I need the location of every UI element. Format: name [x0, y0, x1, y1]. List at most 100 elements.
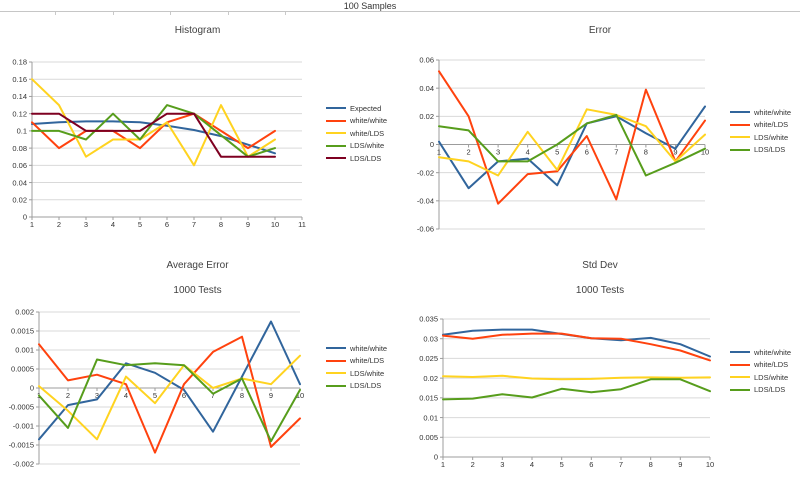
- series-line: [442, 332, 711, 362]
- svg-text:5: 5: [560, 460, 564, 469]
- svg-text:1: 1: [30, 220, 34, 229]
- legend-line-swatch: [730, 111, 750, 114]
- svg-text:4: 4: [111, 220, 115, 229]
- svg-text:0.035: 0.035: [419, 315, 438, 324]
- legend-label: LDS/white: [350, 141, 385, 151]
- svg-text:0.001: 0.001: [15, 346, 34, 355]
- chart-title: Average Error: [166, 260, 229, 271]
- svg-text:8: 8: [644, 148, 648, 157]
- svg-text:0.03: 0.03: [423, 334, 438, 343]
- svg-text:5: 5: [138, 220, 142, 229]
- legend-label: LDS/white: [350, 368, 385, 378]
- chart-title: Std Dev: [582, 260, 618, 271]
- svg-text:-0.02: -0.02: [417, 168, 434, 177]
- chart-error[interactable]: Error 0.06 0.04 0.02 0 -0.02 -0.04 -0.06 1 2 3 4 5 6…: [400, 20, 800, 240]
- svg-text:0.02: 0.02: [12, 195, 27, 204]
- svg-text:8: 8: [240, 391, 244, 400]
- svg-text:9: 9: [678, 460, 682, 469]
- chart-subtitle: 1000 Tests: [173, 285, 222, 296]
- svg-text:2: 2: [57, 220, 61, 229]
- svg-text:10: 10: [296, 391, 304, 400]
- legend-item: white/LDS: [730, 119, 791, 132]
- legend-item: LDS/white: [730, 371, 791, 384]
- legend-item: white/white: [730, 106, 791, 119]
- svg-text:0.14: 0.14: [12, 92, 27, 101]
- legend-line-swatch: [730, 123, 750, 126]
- legend-item: white/LDS: [326, 355, 387, 368]
- legend-label: LDS/white: [754, 132, 789, 142]
- svg-text:5: 5: [153, 391, 157, 400]
- svg-text:11: 11: [298, 220, 306, 229]
- series-line: [38, 320, 301, 441]
- svg-text:-0.0015: -0.0015: [9, 441, 34, 450]
- svg-text:3: 3: [84, 220, 88, 229]
- series-line: [31, 112, 276, 158]
- svg-text:6: 6: [182, 391, 186, 400]
- svg-text:1: 1: [437, 148, 441, 157]
- svg-text:0.18: 0.18: [12, 58, 27, 67]
- chart-title: Error: [588, 25, 612, 36]
- svg-text:0.025: 0.025: [419, 354, 438, 363]
- svg-text:7: 7: [614, 148, 618, 157]
- svg-text:4: 4: [526, 148, 530, 157]
- svg-text:0.002: 0.002: [15, 308, 34, 317]
- legend-line-swatch: [326, 359, 346, 362]
- svg-text:8: 8: [649, 460, 653, 469]
- chart-legend: white/white white/LDS LDS/white LDS/LDS: [730, 346, 791, 396]
- legend-line-swatch: [730, 351, 750, 354]
- legend-item: LDS/white: [326, 140, 387, 153]
- legend-line-swatch: [326, 107, 346, 110]
- legend-item: white/white: [730, 346, 791, 359]
- svg-text:-0.002: -0.002: [13, 460, 34, 469]
- legend-item: LDS/white: [326, 367, 387, 380]
- chart-legend: white/white white/LDS LDS/white LDS/LDS: [326, 342, 387, 392]
- legend-line-swatch: [326, 384, 346, 387]
- legend-label: LDS/LDS: [350, 381, 382, 391]
- legend-line-swatch: [326, 144, 346, 147]
- svg-text:10: 10: [271, 220, 279, 229]
- series-line: [438, 113, 706, 177]
- svg-text:-0.001: -0.001: [13, 422, 34, 431]
- svg-text:2: 2: [66, 391, 70, 400]
- series-line: [438, 70, 706, 205]
- legend-line-swatch: [326, 132, 346, 135]
- series-line: [38, 335, 301, 454]
- svg-text:9: 9: [269, 391, 273, 400]
- chart-title: Histogram: [174, 25, 221, 36]
- column-divider-tick: [170, 12, 171, 15]
- page-title: 100 Samples: [343, 1, 397, 11]
- svg-text:0.0005: 0.0005: [11, 365, 34, 374]
- svg-text:3: 3: [500, 460, 504, 469]
- svg-text:6: 6: [585, 148, 589, 157]
- svg-text:3: 3: [95, 391, 99, 400]
- chart-legend: Expected white/white white/LDS LDS/white LDS…: [326, 102, 387, 165]
- legend-label: white/LDS: [754, 120, 789, 130]
- column-divider-tick: [228, 12, 229, 15]
- svg-text:0.06: 0.06: [12, 161, 27, 170]
- svg-text:0.12: 0.12: [12, 109, 27, 118]
- legend-item: LDS/LDS: [730, 384, 791, 397]
- chart-subtitle: 1000 Tests: [575, 285, 625, 296]
- legend-item: white/white: [326, 115, 387, 128]
- series-line: [438, 108, 706, 177]
- chart-plot: 0.18 0.16 0.14 0.12 0.1 0.08 0.06 0.04 0.02 01 2 3 4…: [12, 58, 306, 229]
- svg-text:9: 9: [246, 220, 250, 229]
- legend-label: white/white: [754, 107, 792, 117]
- svg-text:0: 0: [434, 453, 438, 462]
- svg-text:0.1: 0.1: [17, 127, 27, 136]
- svg-text:6: 6: [589, 460, 593, 469]
- chart-histogram[interactable]: Histogram 0.18 0.16 0.14 0.12 0.1 0.08 0.06 0.0…: [0, 20, 400, 240]
- series-line: [442, 328, 711, 358]
- series-line: [442, 378, 711, 401]
- legend-label: white/white: [350, 343, 388, 353]
- legend-label: Expected: [350, 103, 382, 113]
- column-divider-tick: [285, 12, 286, 15]
- chart-std-dev[interactable]: Std Dev 1000 Tests 0.035 0.03 0.025 0.02 0.0…: [400, 240, 800, 479]
- svg-text:8: 8: [219, 220, 223, 229]
- svg-text:0.16: 0.16: [12, 75, 27, 84]
- chart-average-error[interactable]: Average Error 1000 Tests 0.002 0.001 5 0.00…: [0, 240, 400, 479]
- legend-label: white/white: [350, 116, 388, 126]
- legend-item: LDS/white: [730, 131, 791, 144]
- svg-text:0.02: 0.02: [419, 112, 434, 121]
